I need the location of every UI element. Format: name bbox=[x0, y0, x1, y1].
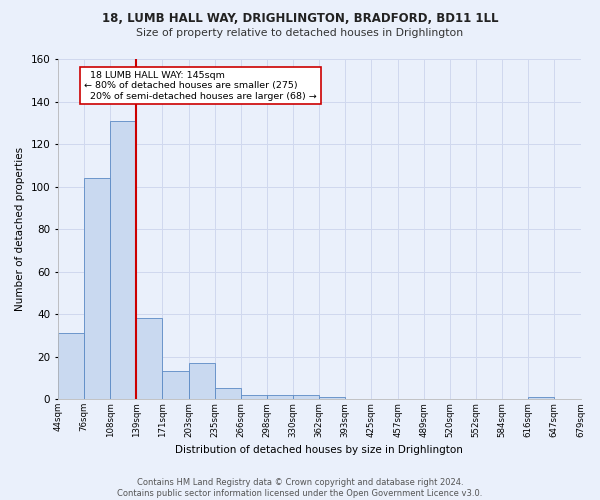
Bar bbox=[293, 395, 319, 399]
Bar bbox=[528, 397, 554, 399]
Bar bbox=[163, 372, 188, 399]
X-axis label: Distribution of detached houses by size in Drighlington: Distribution of detached houses by size … bbox=[175, 445, 463, 455]
Text: Contains HM Land Registry data © Crown copyright and database right 2024.
Contai: Contains HM Land Registry data © Crown c… bbox=[118, 478, 482, 498]
Bar bbox=[84, 178, 110, 399]
Bar bbox=[188, 363, 215, 399]
Bar bbox=[58, 333, 84, 399]
Text: Size of property relative to detached houses in Drighlington: Size of property relative to detached ho… bbox=[136, 28, 464, 38]
Bar bbox=[215, 388, 241, 399]
Bar bbox=[319, 397, 346, 399]
Text: 18 LUMB HALL WAY: 145sqm
← 80% of detached houses are smaller (275)
  20% of sem: 18 LUMB HALL WAY: 145sqm ← 80% of detach… bbox=[84, 71, 317, 101]
Y-axis label: Number of detached properties: Number of detached properties bbox=[15, 147, 25, 311]
Bar bbox=[136, 318, 163, 399]
Text: 18, LUMB HALL WAY, DRIGHLINGTON, BRADFORD, BD11 1LL: 18, LUMB HALL WAY, DRIGHLINGTON, BRADFOR… bbox=[102, 12, 498, 26]
Bar bbox=[267, 395, 293, 399]
Bar bbox=[241, 395, 267, 399]
Bar bbox=[110, 120, 136, 399]
